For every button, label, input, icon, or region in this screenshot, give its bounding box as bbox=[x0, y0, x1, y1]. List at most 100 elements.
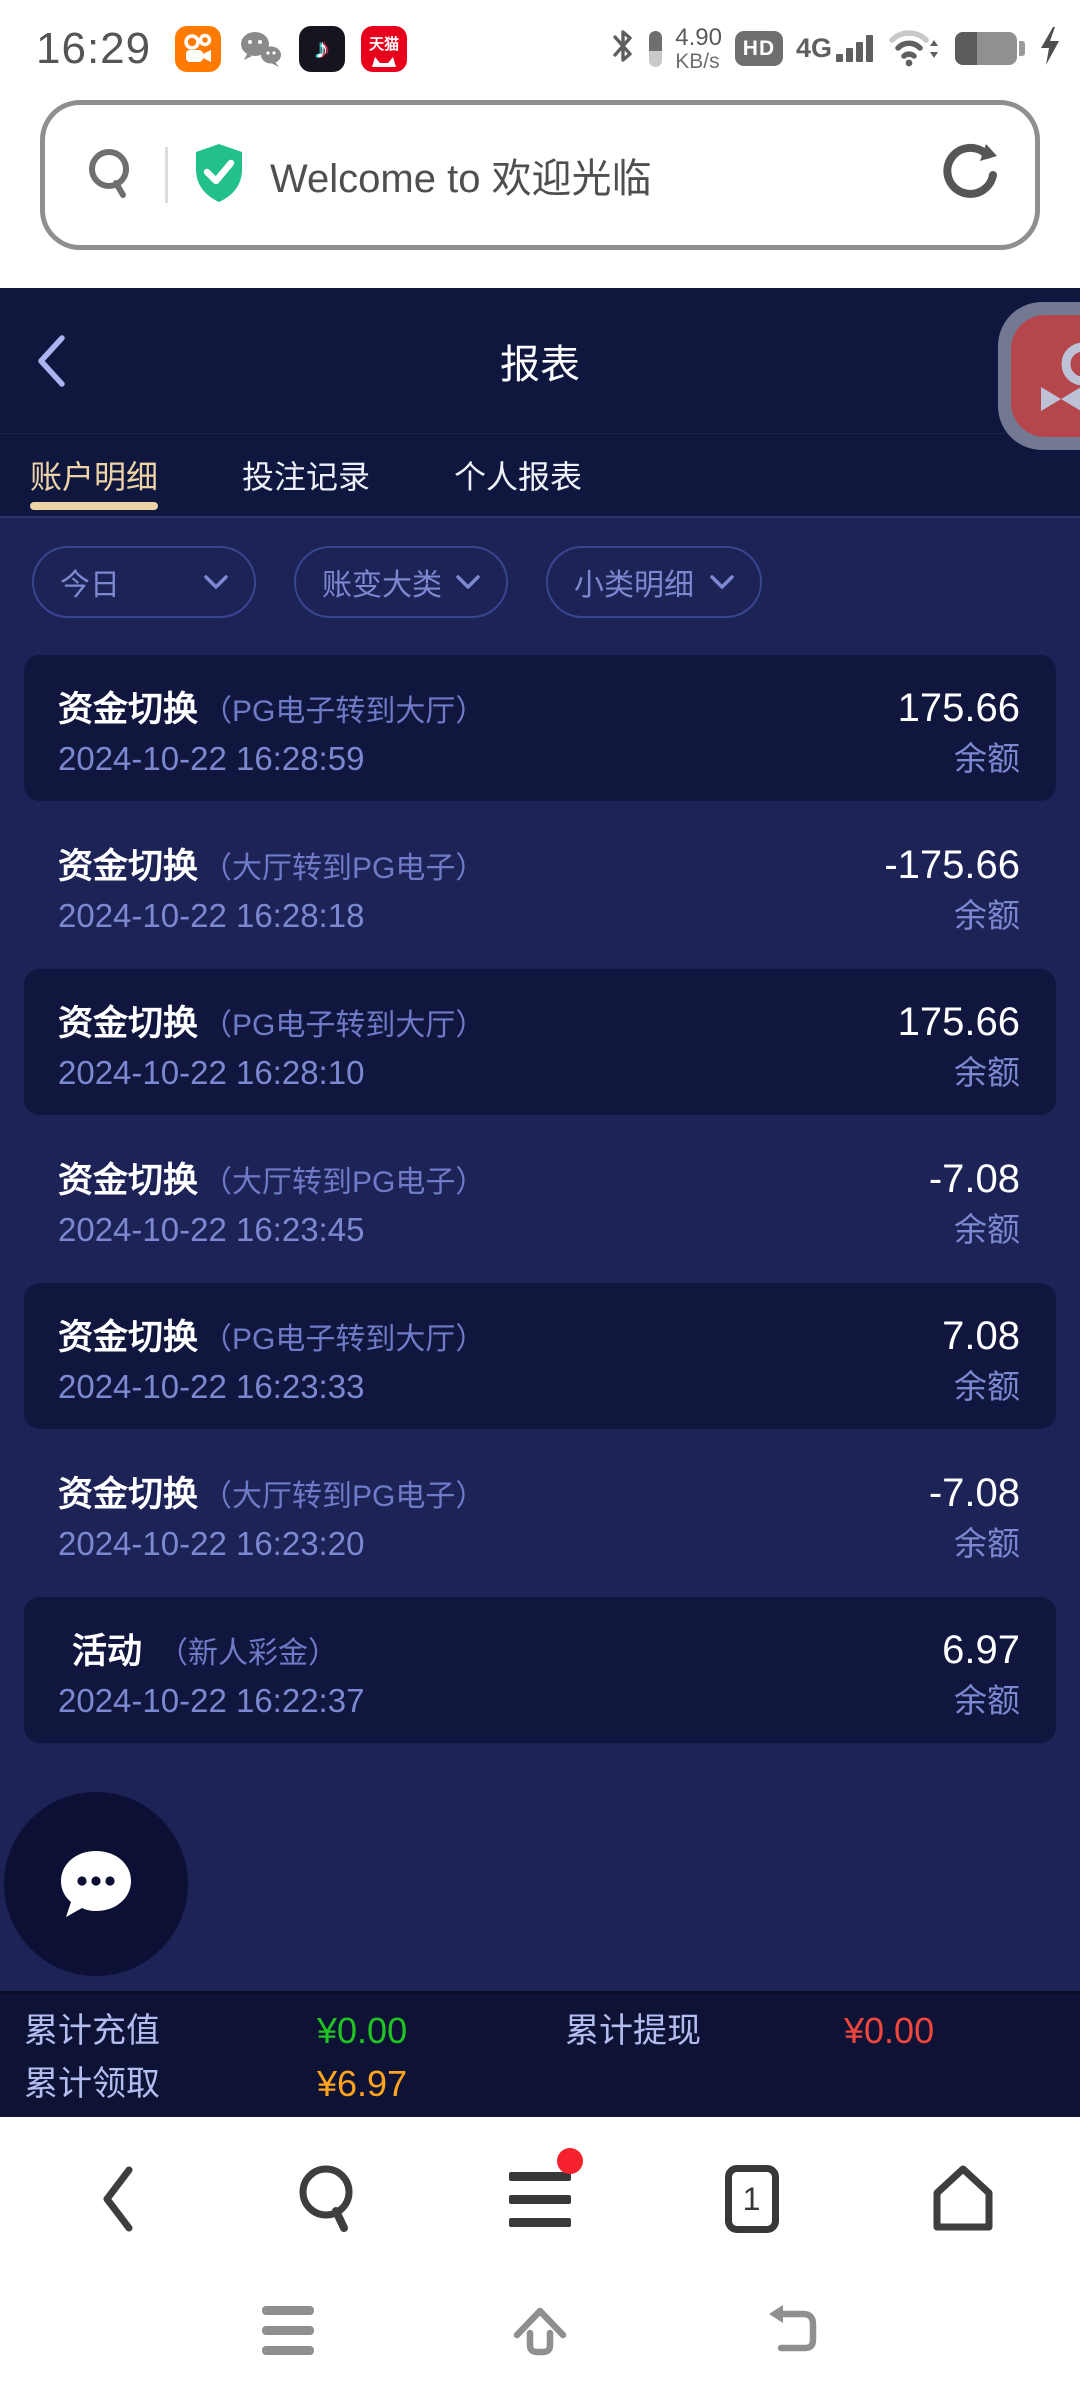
transaction-datetime: 2024-10-22 16:22:37 bbox=[58, 1682, 365, 1719]
total-withdraw-value: ¥0.00 bbox=[844, 2010, 935, 2051]
bluetooth-battery-icon bbox=[649, 30, 663, 67]
browser-toolbar: 1 bbox=[0, 2117, 1080, 2281]
tab-account-detail[interactable]: 账户明细 bbox=[30, 434, 159, 516]
return-arrow-icon bbox=[769, 2305, 817, 2352]
browser-menu-button[interactable] bbox=[495, 2144, 585, 2254]
browser-home-button[interactable] bbox=[918, 2144, 1008, 2254]
kuaishou-notification-icon bbox=[175, 26, 222, 72]
bluetooth-icon bbox=[610, 26, 636, 71]
filter-bar: 今日 账变大类 小类明细 bbox=[0, 518, 1080, 642]
transaction-datetime: 2024-10-22 16:23:45 bbox=[58, 1211, 365, 1248]
balance-label: 余额 bbox=[954, 1054, 1020, 1091]
douyin-notification-icon: ♪ bbox=[299, 26, 346, 72]
divider bbox=[165, 147, 168, 203]
filter-date-dropdown[interactable]: 今日 bbox=[32, 546, 256, 618]
transaction-detail: （新人彩金） bbox=[158, 1637, 339, 1670]
chevron-down-icon bbox=[204, 574, 228, 589]
transaction-type: 资金切换 bbox=[58, 847, 199, 886]
balance-label: 余额 bbox=[954, 1368, 1020, 1405]
search-icon bbox=[83, 143, 141, 208]
browser-tabs-button[interactable]: 1 bbox=[707, 2144, 797, 2254]
home-arrow-icon bbox=[513, 2307, 567, 2356]
transaction-type: 资金切换 bbox=[58, 1318, 199, 1357]
transaction-type: 资金切换 bbox=[58, 690, 199, 729]
tab-personal-report[interactable]: 个人报表 bbox=[454, 459, 583, 495]
system-recents-button[interactable] bbox=[253, 2295, 323, 2365]
transaction-detail: （PG电子转到大厅） bbox=[202, 1009, 486, 1042]
cellular-signal-icon: 4G bbox=[796, 35, 873, 63]
notification-dot bbox=[557, 2148, 583, 2174]
transaction-datetime: 2024-10-22 16:23:20 bbox=[58, 1525, 365, 1562]
transaction-row[interactable]: 资金切换 （PG电子转到大厅） 7.08 2024-10-22 16:23:33 余额 bbox=[24, 1283, 1056, 1429]
system-nav-bar bbox=[0, 2281, 1080, 2408]
browser-back-button[interactable] bbox=[72, 2144, 162, 2254]
filter-subcategory-dropdown[interactable]: 小类明细 bbox=[546, 546, 762, 618]
transaction-amount: 175.66 bbox=[897, 1000, 1020, 1044]
balance-label: 余额 bbox=[954, 1682, 1020, 1719]
transaction-datetime: 2024-10-22 16:28:10 bbox=[58, 1054, 365, 1091]
transaction-row[interactable]: 资金切换 （PG电子转到大厅） 175.66 2024-10-22 16:28:10… bbox=[24, 969, 1056, 1115]
transaction-amount: -7.08 bbox=[928, 1471, 1020, 1515]
back-chevron-icon bbox=[103, 2166, 133, 2232]
browser-chrome-top: Welcome to 欢迎光临 bbox=[0, 88, 1080, 288]
search-icon bbox=[299, 2165, 352, 2232]
balance-label: 余额 bbox=[954, 897, 1020, 934]
tmall-label: 天猫 bbox=[369, 35, 400, 53]
status-bar: 16:29 ♪ 天猫 4.90 KB/s HD bbox=[0, 0, 1080, 88]
system-back-button[interactable] bbox=[757, 2295, 827, 2365]
transaction-amount: 6.97 bbox=[942, 1628, 1020, 1672]
transaction-row[interactable]: 资金切换 （大厅转到PG电子） -7.08 2024-10-22 16:23:20 余… bbox=[24, 1440, 1056, 1586]
floating-kuaishou-widget[interactable] bbox=[998, 302, 1080, 450]
recents-icon bbox=[262, 2305, 314, 2355]
transaction-type: 活动 bbox=[72, 1632, 143, 1671]
charging-bolt-icon bbox=[1038, 26, 1062, 71]
address-bar[interactable]: Welcome to 欢迎光临 bbox=[40, 100, 1040, 250]
transaction-type: 资金切换 bbox=[58, 1475, 199, 1514]
transaction-row[interactable]: 资金切换 （大厅转到PG电子） -175.66 2024-10-22 16:28:1… bbox=[24, 812, 1056, 958]
transaction-amount: 7.08 bbox=[942, 1314, 1020, 1358]
chevron-down-icon bbox=[456, 574, 480, 589]
transaction-row[interactable]: 资金切换 （PG电子转到大厅） 175.66 2024-10-22 16:28:59… bbox=[24, 655, 1056, 801]
transaction-amount: 175.66 bbox=[897, 686, 1020, 730]
back-chevron-icon[interactable] bbox=[34, 321, 94, 401]
total-withdraw-label: 累计提现 bbox=[565, 2012, 701, 2050]
clock: 16:29 bbox=[36, 24, 152, 73]
transaction-datetime: 2024-10-22 16:28:18 bbox=[58, 897, 365, 934]
transaction-detail: （大厅转到PG电子） bbox=[202, 852, 486, 885]
filter-category-dropdown[interactable]: 账变大类 bbox=[294, 546, 508, 618]
transaction-list: 资金切换 （PG电子转到大厅） 175.66 2024-10-22 16:28:59… bbox=[0, 642, 1080, 1743]
battery-icon bbox=[955, 32, 1025, 66]
browser-search-button[interactable] bbox=[284, 2144, 374, 2254]
customer-service-chat-button[interactable] bbox=[4, 1792, 188, 1976]
tab-bet-records[interactable]: 投注记录 bbox=[242, 459, 371, 495]
transaction-detail: （大厅转到PG电子） bbox=[202, 1480, 486, 1513]
kuaishou-widget-icon bbox=[1011, 315, 1080, 437]
transaction-amount: -7.08 bbox=[928, 1157, 1020, 1201]
transaction-datetime: 2024-10-22 16:28:59 bbox=[58, 740, 365, 777]
transaction-datetime: 2024-10-22 16:23:33 bbox=[58, 1368, 365, 1405]
wechat-notification-icon bbox=[237, 26, 283, 72]
transaction-row[interactable]: 资金切换 （大厅转到PG电子） -7.08 2024-10-22 16:23:45 余… bbox=[24, 1126, 1056, 1272]
chevron-down-icon bbox=[710, 574, 734, 589]
report-page: 报表 账户明细 投注记录 个人报表 今日 账变大类 小类明细 bbox=[0, 288, 1080, 2117]
system-home-button[interactable] bbox=[505, 2295, 575, 2365]
tab-count-icon: 1 bbox=[724, 2165, 779, 2233]
chat-bubble-icon bbox=[61, 1851, 131, 1917]
total-claim-value: ¥6.97 bbox=[317, 2063, 408, 2104]
page-title: 报表 bbox=[500, 342, 580, 387]
home-icon bbox=[933, 2165, 993, 2231]
transaction-type: 资金切换 bbox=[58, 1161, 199, 1200]
transaction-detail: （PG电子转到大厅） bbox=[202, 1323, 486, 1356]
balance-label: 余额 bbox=[954, 1525, 1020, 1562]
page-title-url: Welcome to 欢迎光临 bbox=[270, 157, 652, 201]
transaction-amount: -175.66 bbox=[884, 843, 1020, 887]
refresh-icon[interactable] bbox=[939, 142, 997, 209]
transaction-type: 资金切换 bbox=[58, 1004, 199, 1043]
hd-voice-icon: HD bbox=[734, 31, 783, 67]
summary-bar: 累计充值 ¥0.00 累计提现 ¥0.00 累计领取 ¥6.97 bbox=[0, 1991, 1080, 2117]
app-header: 报表 bbox=[0, 288, 1080, 434]
transaction-row[interactable]: 活动 （新人彩金） 6.97 2024-10-22 16:22:37 余额 bbox=[24, 1597, 1056, 1743]
total-claim-label: 累计领取 bbox=[24, 2065, 160, 2103]
wifi-icon bbox=[886, 25, 942, 72]
